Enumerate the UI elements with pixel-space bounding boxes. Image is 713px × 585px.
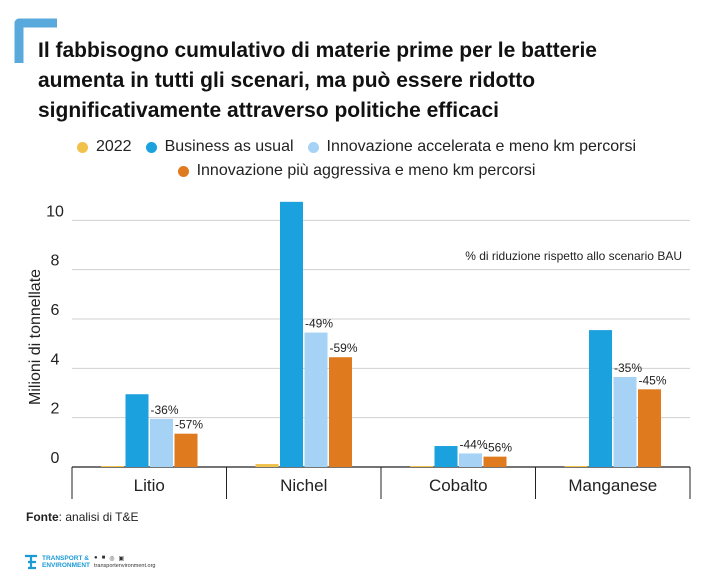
legend-dot-bau (145, 141, 157, 153)
legend-row-1: 2022 Business as usual Innovazione accel… (0, 135, 713, 159)
legend-label-2022: 2022 (95, 138, 132, 155)
bar-litio-s3 (174, 433, 198, 467)
y-tick-label: 4 (51, 351, 60, 368)
corner-accent-icon (14, 18, 57, 63)
legend-item-accelerated: Innovazione accelerata e meno km percors… (307, 138, 637, 156)
data-label: -59% (329, 341, 357, 355)
bar-nichel-s2 (304, 332, 328, 467)
legend-row-2: Innovazione più aggressiva e meno km per… (0, 159, 713, 183)
source-note: Fonte: analisi di T&E (26, 510, 139, 524)
bar-litio-s1 (125, 394, 149, 467)
y-tick-label: 10 (46, 203, 64, 220)
brand-line-1: TRANSPORT & (42, 555, 89, 562)
bar-nichel-s0 (255, 464, 279, 467)
bar-manganese-s0 (564, 466, 588, 467)
legend: 2022 Business as usual Innovazione accel… (0, 135, 713, 183)
legend-dot-accelerated (307, 141, 319, 153)
bar-cobalto-s0 (410, 466, 433, 467)
data-label: -44% (459, 437, 487, 451)
bar-nichel-s1 (280, 201, 303, 468)
data-label: -36% (150, 403, 178, 417)
data-label: -57% (175, 418, 203, 432)
twitter-icon[interactable]: ● (94, 555, 98, 561)
source-label: Fonte (26, 510, 59, 524)
y-tick-label: 6 (51, 302, 60, 319)
x-tick-label: Manganese (568, 476, 657, 495)
legend-dot-2022 (76, 141, 88, 153)
brand-name: TRANSPORT & ENVIRONMENT (42, 555, 90, 569)
instagram-icon[interactable]: ◎ (109, 556, 115, 562)
y-tick-label: 8 (51, 253, 60, 270)
legend-dot-aggressive (177, 165, 189, 177)
data-label: -45% (638, 373, 666, 387)
facebook-icon[interactable]: ■ (101, 555, 106, 561)
y-tick-label: 0 (51, 450, 60, 467)
legend-item-bau: Business as usual (145, 138, 294, 156)
bar-cobalto-s2 (459, 453, 482, 467)
brand-social: ● ■ ◎ ▣ transportenvironment.org (94, 555, 155, 569)
bar-litio-s2 (150, 418, 173, 467)
data-label: -56% (484, 441, 512, 455)
bar-nichel-s3 (329, 357, 352, 467)
legend-item-aggressive: Innovazione più aggressiva e meno km per… (177, 162, 536, 180)
bar-manganese-s1 (589, 330, 612, 467)
website-url[interactable]: transportenvironment.org (94, 563, 156, 569)
bar-cobalto-s3 (483, 456, 507, 467)
x-tick-label: Cobalto (429, 476, 488, 495)
data-label: -35% (614, 361, 642, 375)
brand-footer: TRANSPORT & ENVIRONMENT ● ■ ◎ ▣ transpor… (24, 551, 155, 573)
legend-label-aggressive: Innovazione più aggressiva e meno km per… (196, 162, 536, 179)
bar-cobalto-s1 (434, 446, 458, 467)
brand-line-2: ENVIRONMENT (42, 562, 91, 569)
y-tick-label: 2 (51, 401, 60, 418)
linkedin-icon[interactable]: ▣ (118, 556, 125, 562)
social-icons: ● ■ ◎ ▣ (94, 555, 155, 562)
y-axis-label: Milioni di tonnellate (27, 269, 44, 405)
x-tick-label: Nichel (280, 476, 327, 495)
chart-title: Il fabbisogno cumulativo di materie prim… (38, 39, 597, 122)
bar-manganese-s3 (638, 389, 661, 467)
legend-label-accelerated: Innovazione accelerata e meno km percors… (326, 138, 637, 155)
te-logo-icon (25, 554, 37, 570)
legend-label-bau: Business as usual (164, 138, 294, 155)
bar-manganese-s2 (613, 376, 637, 467)
x-tick-label: Litio (134, 476, 165, 495)
data-label: -49% (305, 317, 333, 331)
reduction-annotation: % di riduzione rispetto allo scenario BA… (465, 249, 682, 263)
bar-litio-s0 (101, 466, 124, 467)
legend-item-2022: 2022 (76, 138, 132, 156)
source-text: : analisi di T&E (58, 510, 139, 524)
